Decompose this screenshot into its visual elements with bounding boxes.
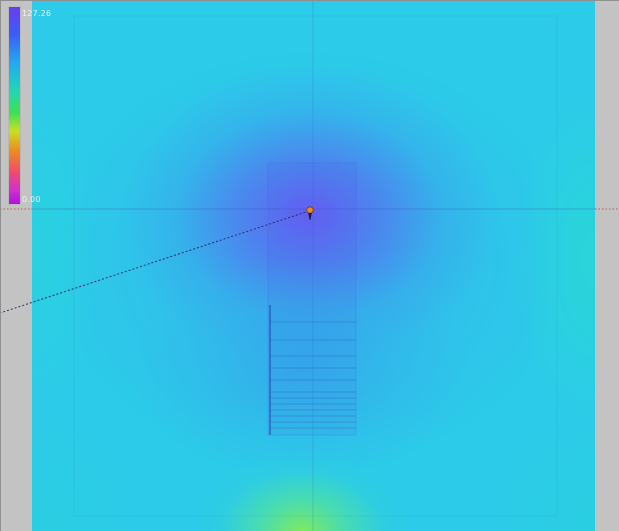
- sight-line: [0, 210, 310, 314]
- scale-max-label: 127.26: [22, 9, 52, 18]
- column-rungs: [270, 321, 356, 429]
- receiver-icon: [308, 213, 312, 220]
- room-outline: [73, 15, 558, 517]
- column-structure: [267, 162, 357, 436]
- source-marker-icon[interactable]: [306, 206, 314, 220]
- field-heatmap[interactable]: [32, 0, 595, 531]
- color-scale-bar: [9, 7, 20, 204]
- scale-min-label: 0.00: [22, 195, 41, 204]
- hot-zone: [32, 0, 595, 531]
